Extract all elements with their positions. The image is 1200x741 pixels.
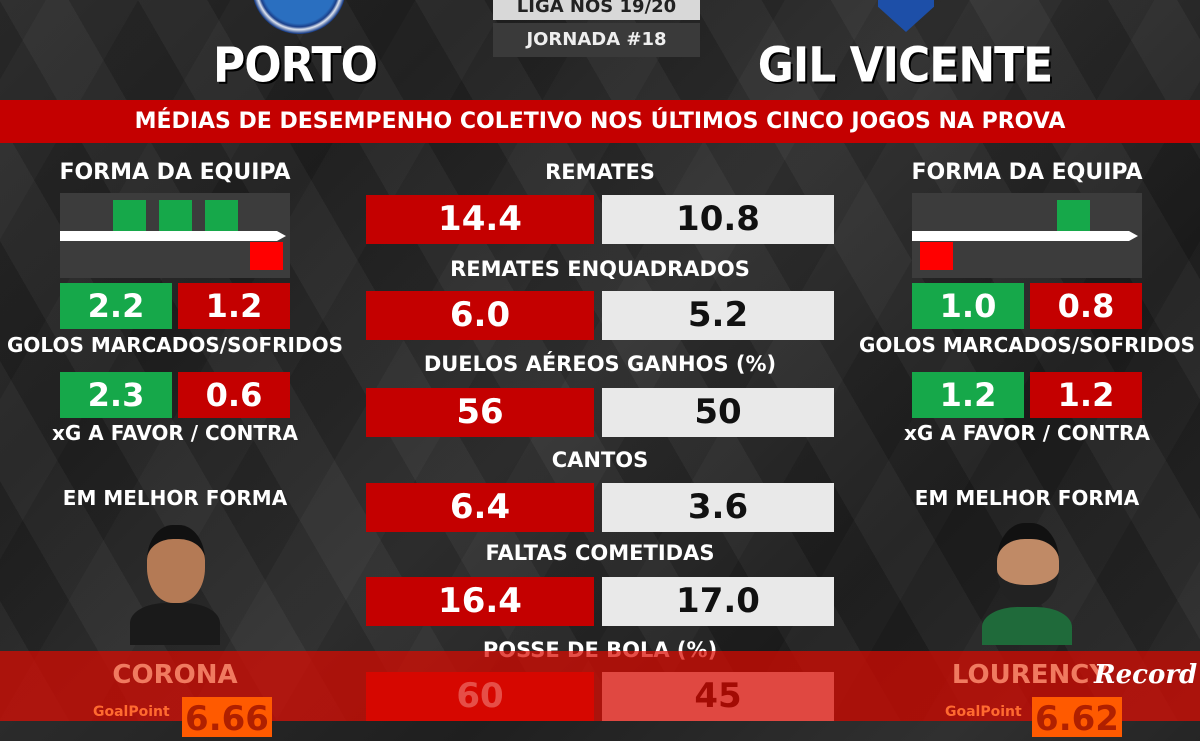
- stat-label: FALTAS COMETIDAS: [485, 541, 715, 565]
- away-player-photo: [977, 515, 1077, 645]
- away-player-rating: 6.62: [1032, 697, 1122, 739]
- away-xg-for: 1.2: [912, 372, 1024, 418]
- round-label: JORNADA #18: [493, 23, 700, 57]
- stat-label: REMATES: [545, 160, 655, 184]
- away-stat: 17.0: [602, 577, 834, 626]
- away-xg-against: 1.2: [1030, 372, 1142, 418]
- stat-label: DUELOS AÉREOS GANHOS (%): [423, 352, 777, 376]
- home-player-rating: 6.66: [182, 697, 272, 739]
- form-loss: [920, 242, 953, 270]
- home-stat: 56: [366, 388, 594, 437]
- goalpoint-logo: GoalPoint: [93, 704, 170, 720]
- away-stat: 50: [602, 388, 834, 437]
- away-stat: 10.8: [602, 195, 834, 244]
- away-form-heading: FORMA DA EQUIPA: [911, 160, 1143, 185]
- home-stat: 16.4: [366, 577, 594, 626]
- home-form-heading: FORMA DA EQUIPA: [59, 160, 291, 185]
- home-stat: 6.4: [366, 483, 594, 532]
- stat-label: CANTOS: [551, 448, 649, 472]
- timeline-arrow: [60, 231, 286, 241]
- record-logo: Record: [1094, 660, 1198, 690]
- form-loss: [250, 242, 283, 270]
- away-goals-label: GOLOS MARCADOS/SOFRIDOS: [859, 333, 1195, 357]
- home-best-player-name: CORONA: [112, 660, 238, 690]
- competition-label: LIGA NOS 19/20: [493, 0, 700, 20]
- away-stat: 3.6: [602, 483, 834, 532]
- away-form-chart: [912, 193, 1142, 278]
- form-win: [113, 200, 146, 231]
- goalpoint-logo: GoalPoint: [945, 704, 1022, 720]
- away-best-player-name: LOURENCY: [951, 660, 1109, 690]
- banner: MÉDIAS DE DESEMPENHO COLETIVO NOS ÚLTIMO…: [0, 100, 1200, 143]
- form-win: [205, 200, 238, 231]
- form-win: [1057, 200, 1090, 231]
- home-team-name: PORTO: [213, 37, 378, 94]
- stat-label: REMATES ENQUADRADOS: [450, 257, 750, 281]
- home-stat: 14.4: [366, 195, 594, 244]
- away-xg-label: xG A FAVOR / CONTRA: [904, 421, 1150, 445]
- away-goals-scored: 1.0: [912, 283, 1024, 329]
- home-xg-against: 0.6: [178, 372, 290, 418]
- form-win: [159, 200, 192, 231]
- away-team-name: GIL VICENTE: [757, 37, 1054, 94]
- home-form-chart: [60, 193, 290, 278]
- home-player-photo: [125, 515, 225, 645]
- away-best-heading: EM MELHOR FORMA: [914, 486, 1140, 510]
- away-stat: 5.2: [602, 291, 834, 340]
- home-goals-label: GOLOS MARCADOS/SOFRIDOS: [7, 333, 343, 357]
- home-best-heading: EM MELHOR FORMA: [62, 486, 288, 510]
- home-goals-scored: 2.2: [60, 283, 172, 329]
- home-xg-for: 2.3: [60, 372, 172, 418]
- away-goals-conceded: 0.8: [1030, 283, 1142, 329]
- home-xg-label: xG A FAVOR / CONTRA: [52, 421, 298, 445]
- timeline-arrow: [912, 231, 1138, 241]
- home-goals-conceded: 1.2: [178, 283, 290, 329]
- home-stat: 6.0: [366, 291, 594, 340]
